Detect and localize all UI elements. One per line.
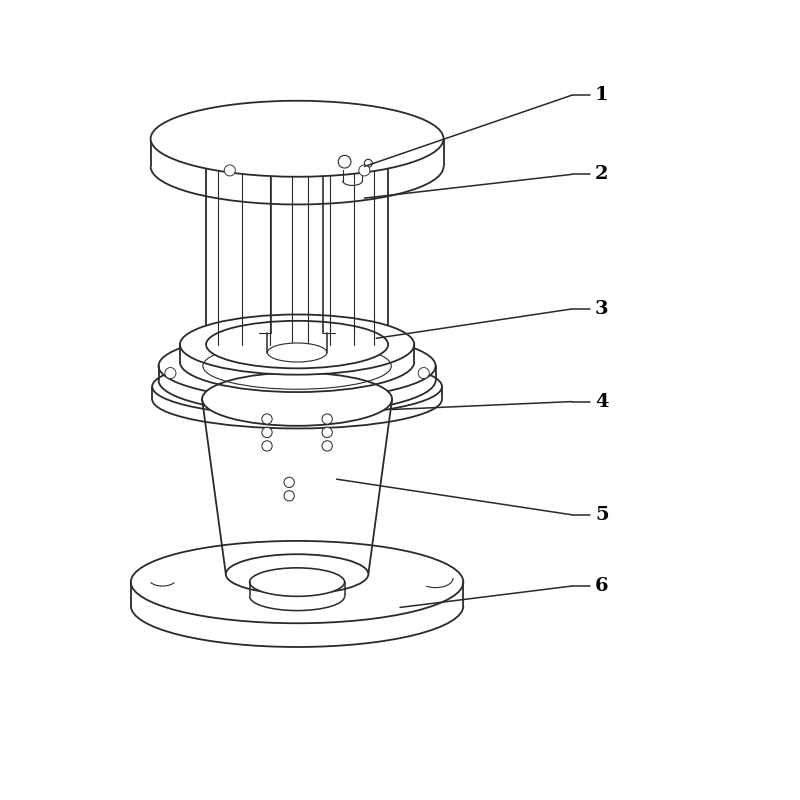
- Circle shape: [322, 414, 332, 424]
- Ellipse shape: [267, 343, 326, 362]
- Circle shape: [224, 165, 235, 176]
- Ellipse shape: [250, 568, 345, 596]
- Ellipse shape: [226, 554, 368, 594]
- Circle shape: [418, 367, 430, 378]
- Text: 4: 4: [595, 393, 609, 410]
- Circle shape: [284, 490, 294, 501]
- Ellipse shape: [152, 358, 442, 416]
- Circle shape: [262, 427, 272, 438]
- Circle shape: [322, 427, 332, 438]
- Ellipse shape: [180, 314, 414, 374]
- Text: 6: 6: [595, 577, 609, 595]
- Circle shape: [364, 159, 372, 167]
- Circle shape: [284, 477, 294, 487]
- Ellipse shape: [150, 101, 443, 177]
- Ellipse shape: [206, 321, 388, 368]
- Text: 5: 5: [595, 506, 609, 524]
- Circle shape: [165, 367, 176, 378]
- Circle shape: [262, 414, 272, 424]
- Circle shape: [262, 441, 272, 451]
- Circle shape: [322, 441, 332, 451]
- Text: 2: 2: [595, 166, 609, 183]
- Ellipse shape: [131, 541, 463, 623]
- Circle shape: [359, 165, 370, 176]
- Ellipse shape: [158, 333, 436, 399]
- Text: 1: 1: [595, 86, 609, 104]
- Ellipse shape: [202, 373, 392, 426]
- Circle shape: [338, 155, 351, 168]
- Text: 3: 3: [595, 300, 609, 318]
